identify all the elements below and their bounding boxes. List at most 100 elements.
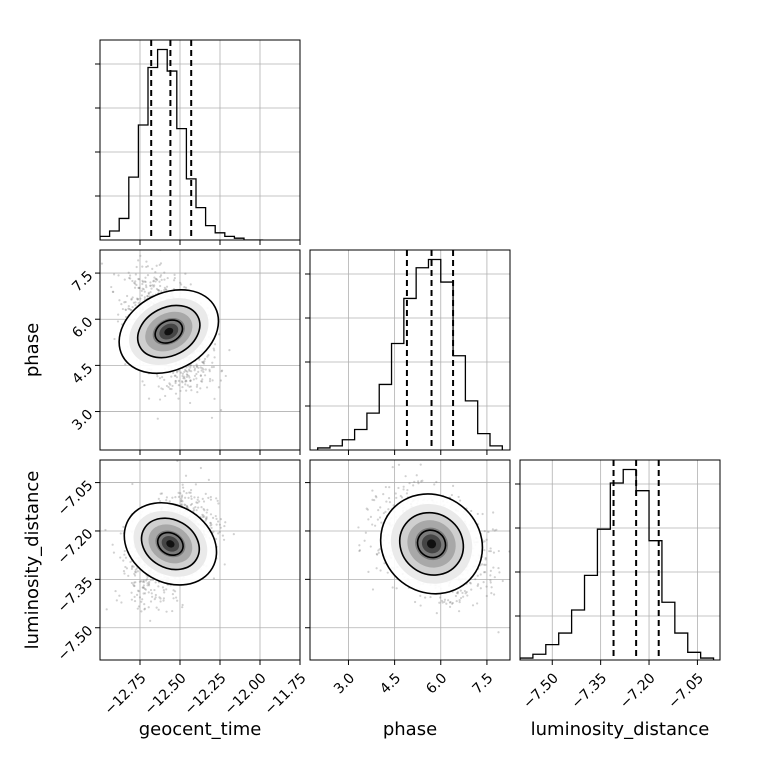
scatter-point [202,507,205,511]
scatter-point [192,507,195,510]
scatter-point [128,307,131,311]
scatter-point [199,466,202,470]
scatter-point [206,508,209,512]
scatter-point [192,378,195,381]
panel-frame [99,39,301,241]
scatter-point [212,577,216,580]
scatter-point [402,488,405,491]
scatter-point [484,563,487,567]
scatter-point [458,598,461,602]
scatter-point [459,499,462,502]
scatter-point [196,383,199,386]
scatter-point [189,488,193,492]
scatter-point [489,581,492,584]
scatter-point [187,374,190,377]
scatter-point [483,530,486,533]
scatter-point [122,525,125,528]
scatter-point [147,582,151,585]
scatter-point [138,596,142,599]
scatter-point [365,507,368,510]
scatter-point [149,578,152,582]
scatter-point [205,516,208,519]
scatter-point [202,500,206,503]
scatter-point [189,379,192,382]
scatter-point [181,606,184,609]
y-axis-label-phase: phase [22,323,43,377]
scatter-point [228,349,231,352]
scatter-point [375,567,378,570]
scatter-point [204,517,208,520]
scatter-point [204,368,207,371]
scatter-point [186,373,189,377]
scatter-point [193,369,196,372]
scatter-point [158,280,161,283]
scatter-point [206,355,209,358]
scatter-point [163,278,166,281]
scatter-point [146,295,149,298]
scatter-point [172,589,175,592]
scatter-point [181,494,184,497]
scatter-point [177,495,181,498]
panel-frame [309,249,511,451]
scatter-point [202,362,206,365]
scatter-point [146,265,149,268]
scatter-point [154,581,157,584]
scatter-point [158,377,162,380]
scatter-point [185,505,189,508]
scatter-point [180,495,184,498]
scatter-point [485,585,488,588]
scatter-point [482,571,486,574]
scatter-point [376,553,379,556]
scatter-point [136,298,139,301]
scatter-point [140,289,143,292]
scatter-point [184,504,187,507]
scatter-point [190,389,193,392]
y-tick-label: 3.0 [69,407,96,434]
scatter-point [454,594,458,598]
scatter-point [183,370,186,374]
scatter-point [208,370,211,373]
contour-line [154,319,184,344]
scatter-point [415,474,418,477]
scatter-point [402,485,405,488]
scatter-point [176,599,179,602]
scatter-point [476,602,479,605]
scatter-point [133,574,137,577]
scatter-point [160,278,163,281]
scatter-point [185,375,189,378]
scatter-point [179,503,183,506]
panel-frame [99,459,301,661]
scatter-point [455,591,459,595]
scatter-point [170,387,173,391]
scatter-point [471,604,475,607]
scatter-point [171,496,174,499]
x-tick-label: 7.5 [469,670,496,697]
scatter-point [144,280,147,284]
scatter-point [130,581,133,585]
scatter-point [394,492,397,495]
scatter-point [443,598,447,601]
scatter-point [491,528,494,531]
y-tick-label: 4.5 [69,360,96,387]
scatter-point [133,281,136,284]
scatter-point [158,398,162,401]
scatter-point [143,296,146,299]
histogram-bin [342,440,354,450]
scatter-point [377,509,380,512]
scatter-point [218,333,221,336]
scatter-point [495,528,498,531]
scatter-point [357,526,360,529]
histogram-phase [317,258,503,450]
scatter-point [141,279,144,282]
scatter-point [124,565,127,569]
scatter-point [201,378,204,381]
scatter-point [183,377,186,380]
scatter-point [202,370,205,374]
density-level [426,539,437,549]
scatter-point [438,601,441,604]
scatter-point [134,273,137,276]
scatter-point [131,296,134,299]
scatter-point [378,516,382,519]
histogram-bin [100,236,110,240]
scatter-point [358,549,361,553]
